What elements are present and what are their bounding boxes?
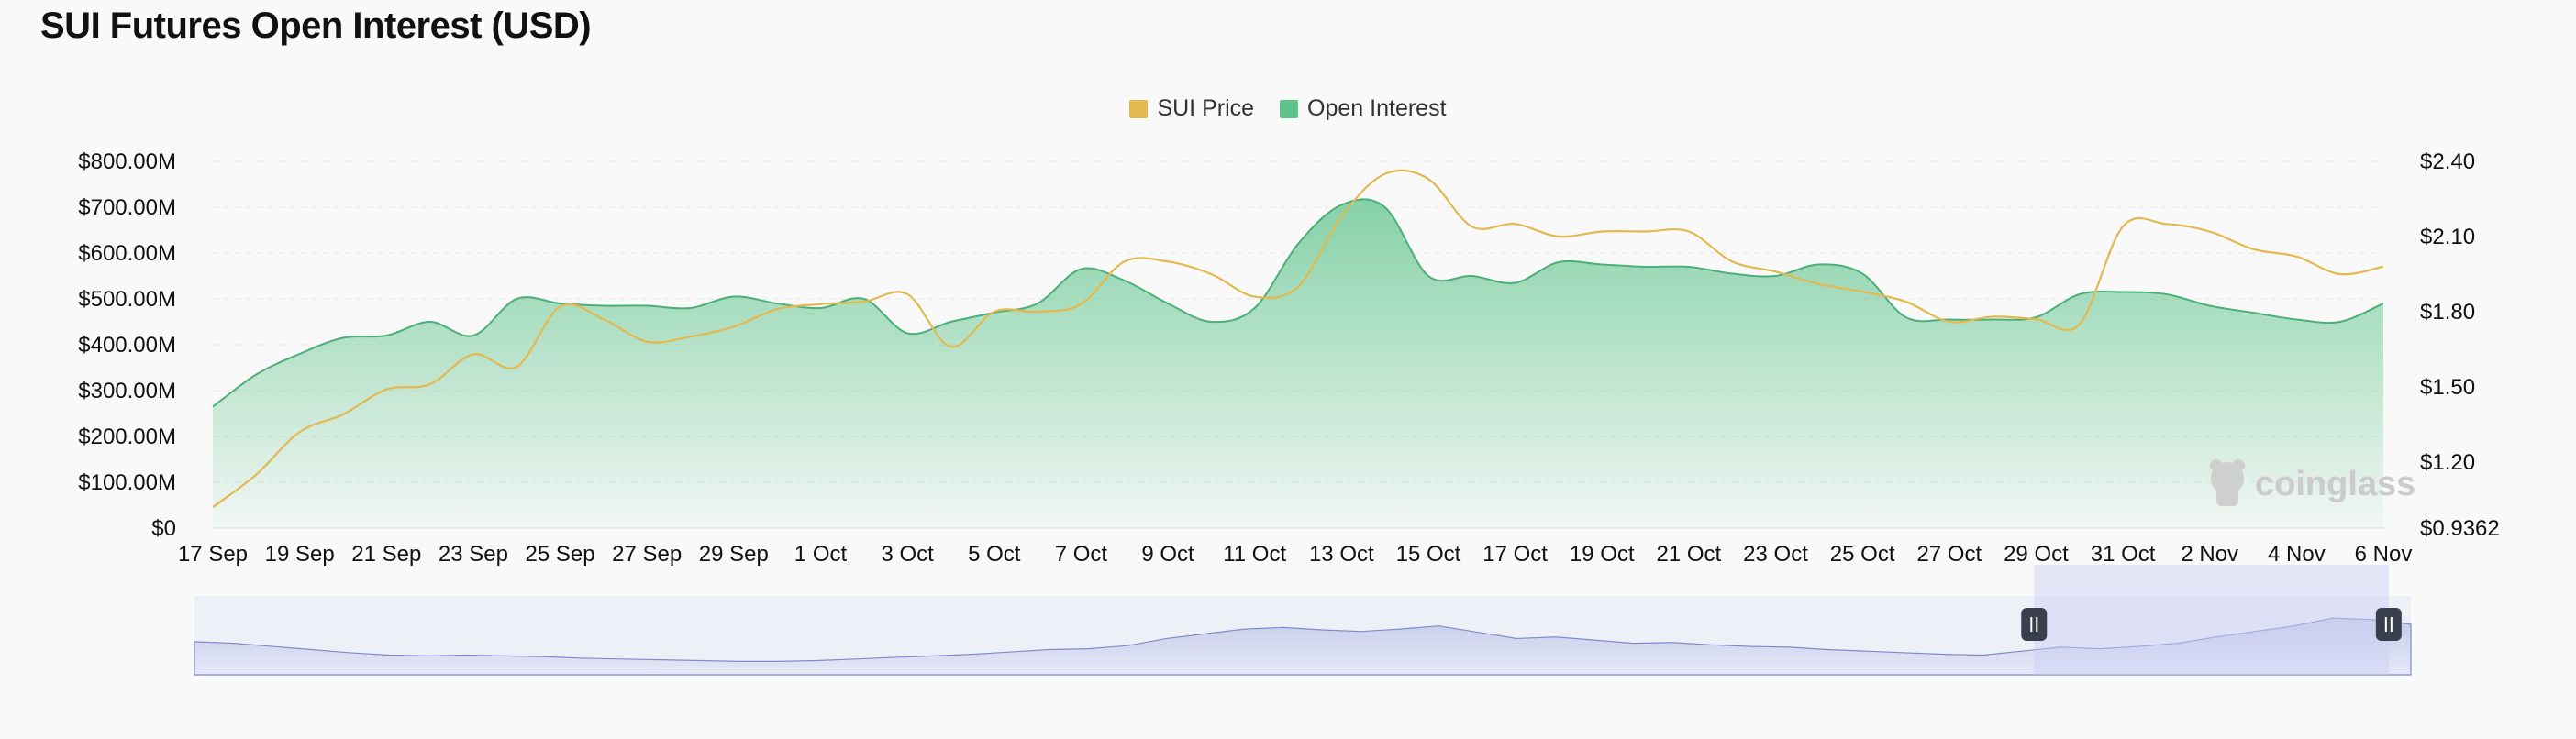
page-title: SUI Futures Open Interest (USD) (40, 6, 592, 46)
y-left-tick-label: $200.00M (78, 425, 176, 449)
x-tick-label: 4 Nov (2268, 542, 2326, 567)
y-right-tick-label: $1.50 (2420, 375, 2475, 400)
y-left-tick-label: $400.00M (78, 333, 176, 358)
legend-swatch-sui-price (1129, 99, 1149, 118)
x-tick-label: 15 Oct (1396, 542, 1461, 567)
x-tick-label: 7 Oct (1055, 542, 1108, 567)
navigator-right-handle[interactable] (2375, 608, 2402, 641)
x-tick-label: 1 Oct (794, 542, 848, 567)
x-tick-label: 17 Oct (1482, 542, 1548, 567)
x-tick-label: 17 Sep (178, 542, 248, 567)
x-tick-label: 29 Sep (699, 542, 769, 567)
legend-label-open-interest: Open Interest (1307, 95, 1447, 121)
x-tick-label: 27 Oct (1916, 542, 1982, 567)
chart-legend: SUI Price Open Interest (0, 95, 2576, 122)
x-tick-label: 3 Oct (881, 542, 934, 567)
x-tick-label: 29 Oct (2004, 542, 2069, 567)
x-tick-label: 23 Sep (439, 542, 508, 567)
range-navigator[interactable] (194, 565, 2412, 676)
y-left-tick-label: $300.00M (78, 379, 176, 403)
open-interest-area (213, 199, 2383, 529)
x-tick-label: 31 Oct (2091, 542, 2156, 567)
navigator-selection[interactable] (2034, 565, 2389, 675)
watermark: coinglass (2210, 459, 2415, 506)
y-right-tick-label: $0.9362 (2420, 516, 2500, 541)
x-tick-label: 25 Oct (1830, 542, 1895, 567)
sui-price-line (212, 169, 2384, 508)
y-left-tick-label: $600.00M (78, 241, 176, 266)
y-right-tick-label: $2.10 (2420, 225, 2475, 249)
y-right-tick-label: $1.80 (2420, 300, 2475, 325)
y-right-tick-label: $2.40 (2420, 149, 2475, 174)
legend-swatch-open-interest (1280, 99, 1299, 118)
x-tick-label: 2 Nov (2181, 542, 2238, 567)
legend-label-sui-price: SUI Price (1157, 95, 1255, 121)
x-tick-label: 11 Oct (1223, 542, 1286, 567)
y-left-tick-label: $800.00M (78, 149, 176, 174)
x-tick-label: 6 Nov (2355, 542, 2413, 567)
legend-item-open-interest[interactable]: Open Interest (1280, 95, 1447, 122)
navigator-left-handle[interactable] (2021, 608, 2048, 641)
handle-icon (2021, 608, 2048, 641)
x-tick-label: 5 Oct (968, 542, 1021, 567)
x-tick-label: 19 Oct (1570, 542, 1635, 567)
x-tick-label: 25 Sep (526, 542, 595, 567)
legend-item-sui-price[interactable]: SUI Price (1129, 95, 1254, 122)
y-left-tick-label: $700.00M (78, 195, 176, 220)
x-tick-label: 23 Oct (1743, 542, 1808, 567)
x-tick-label: 19 Sep (265, 542, 335, 567)
x-tick-label: 9 Oct (1141, 542, 1194, 567)
watermark-text: coinglass (2255, 465, 2415, 503)
x-tick-label: 13 Oct (1309, 542, 1374, 567)
x-tick-label: 21 Sep (351, 542, 421, 567)
y-left-tick-label: $500.00M (78, 287, 176, 312)
y-left-tick-label: $0 (151, 516, 176, 541)
navigator-series (194, 617, 2412, 676)
x-tick-label: 21 Oct (1657, 542, 1722, 567)
y-right-tick-label: $1.20 (2420, 450, 2475, 475)
coinglass-logo-icon (2210, 459, 2245, 506)
handle-icon (2375, 608, 2402, 641)
y-left-tick-label: $100.00M (78, 470, 176, 495)
x-tick-label: 27 Sep (612, 542, 682, 567)
